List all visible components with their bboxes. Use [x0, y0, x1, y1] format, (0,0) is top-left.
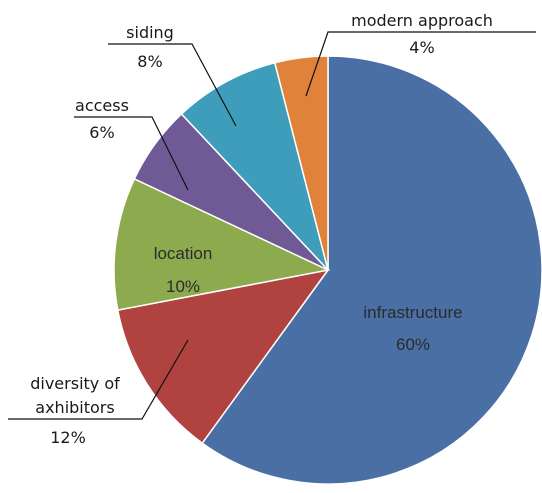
pie-slices [113, 55, 542, 485]
percent-location: 10% [166, 277, 200, 296]
label-diversity-line1: diversity of [30, 374, 120, 393]
pie-slice-modern-approach [273, 55, 329, 271]
pie-slice-diversity-of-axhibitors [116, 268, 330, 445]
leader-modern-approach [305, 31, 536, 97]
pie-slice-siding [180, 61, 329, 271]
label-infrastructure: infrastructure [363, 303, 462, 322]
label-diversity-line2: axhibitors [35, 398, 114, 417]
pie-slice-infrastructure [201, 55, 542, 485]
label-access: access [75, 96, 129, 115]
leader-diversity [8, 339, 189, 420]
label-modern-approach: modern approach [351, 11, 493, 30]
label-siding: siding [126, 23, 174, 42]
percent-diversity: 12% [50, 428, 86, 447]
label-location: location [154, 244, 213, 263]
pie-slice-location [113, 177, 331, 311]
percent-modern-approach: 4% [409, 38, 434, 57]
leader-siding [108, 43, 237, 127]
percent-infrastructure: 60% [396, 335, 430, 354]
percent-siding: 8% [137, 52, 162, 71]
percent-access: 6% [89, 123, 114, 142]
leader-lines [8, 31, 536, 420]
leader-access [74, 116, 189, 191]
